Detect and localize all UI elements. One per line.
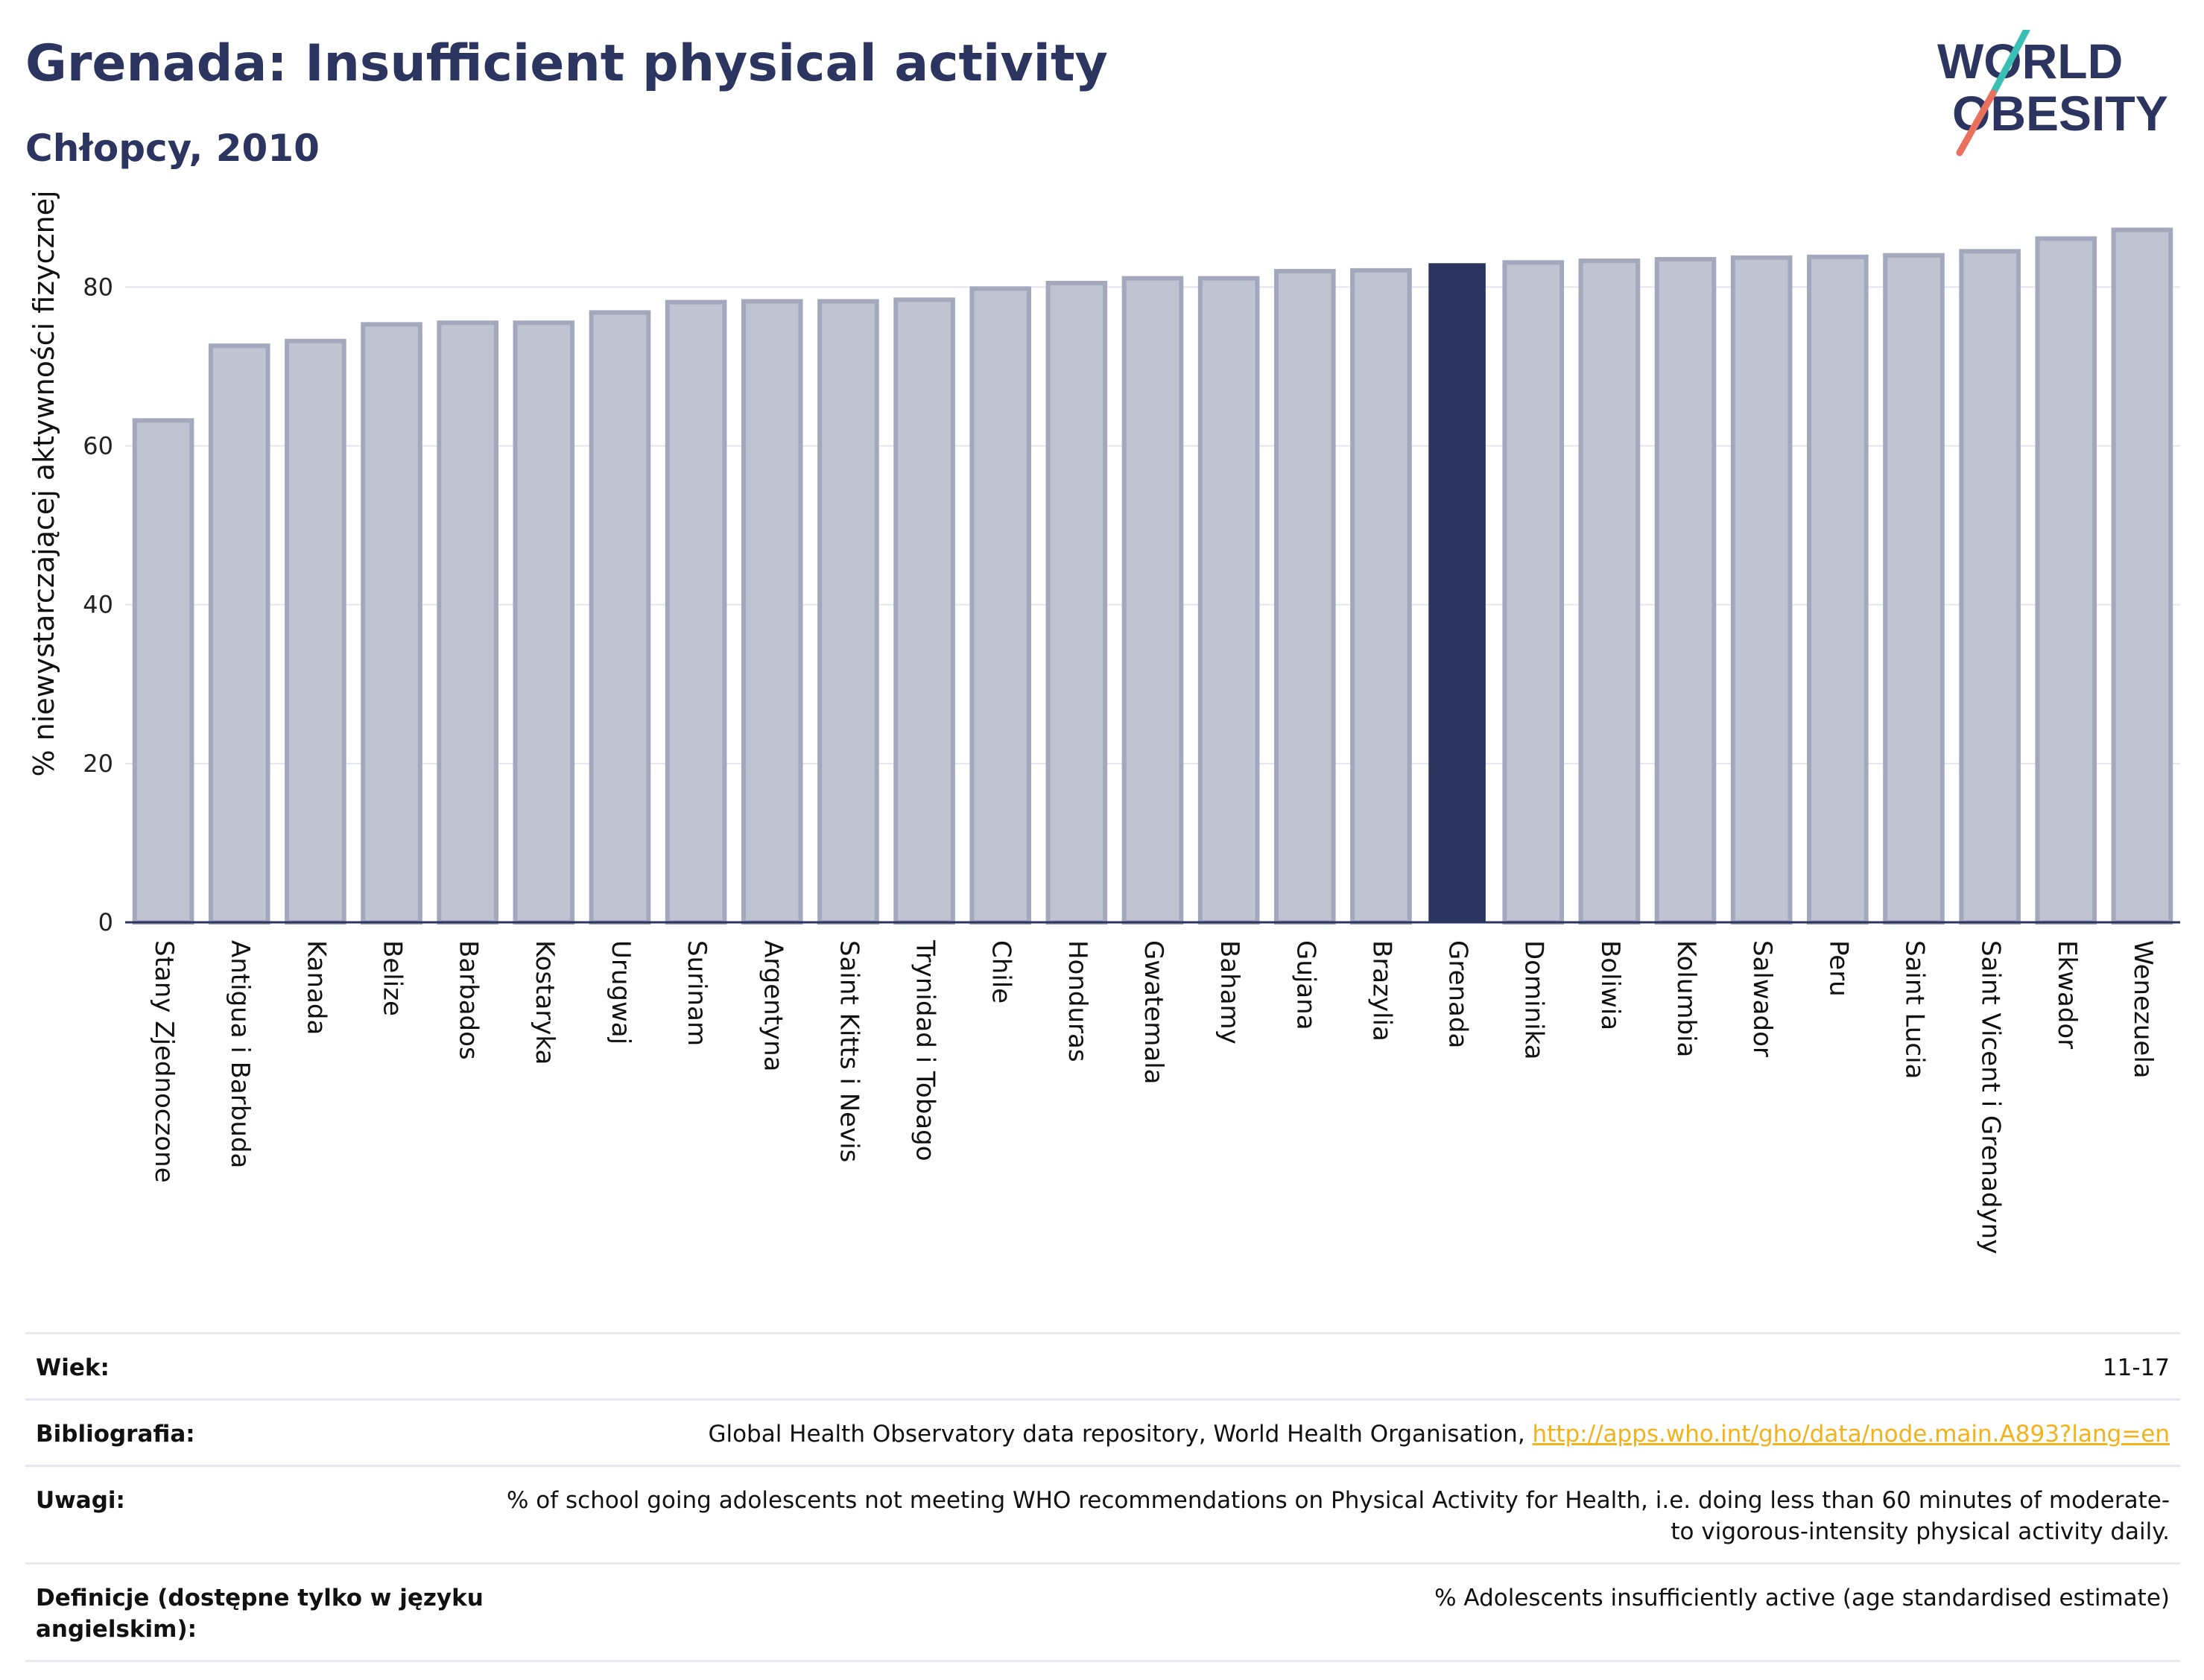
meta-value-text: 11-17: [2102, 1354, 2170, 1381]
meta-value: 11-17: [498, 1352, 2170, 1383]
y-tick-label: 0: [98, 908, 113, 936]
x-category-label: Urugwaj: [606, 940, 636, 1045]
x-category-label: Trynidad i Tobago: [911, 939, 940, 1161]
x-category-label: Barbados: [454, 940, 484, 1060]
x-category-label: Brazylia: [1367, 940, 1396, 1042]
meta-row: Uwagi: % of school going adolescents not …: [25, 1465, 2180, 1562]
bar: [361, 322, 422, 925]
x-category-label: Kolumbia: [1671, 940, 1701, 1057]
bar: [1730, 255, 1793, 925]
bar: [1883, 253, 1945, 925]
x-category-label: Saint Lucia: [1899, 940, 1929, 1079]
x-category-label: Kanada: [301, 940, 331, 1035]
x-category-label: Honduras: [1063, 940, 1092, 1062]
bar: [1197, 276, 1260, 925]
meta-label: Definicje (dostępne tylko w języku angie…: [36, 1585, 484, 1643]
chart-subtitle: Chłopcy, 2010: [25, 127, 320, 170]
x-category-label: Ekwador: [2052, 940, 2082, 1049]
logo-slash-coral: [1956, 89, 1997, 156]
meta-row: Wiek: 11-17: [25, 1332, 2180, 1398]
bar: [2111, 227, 2173, 925]
bar: [513, 320, 575, 925]
x-category-label: Belize: [378, 940, 408, 1016]
bar-chart: 0 20 40 60 80 Stany Zjednoczone Antigua i Barb…: [28, 190, 2180, 1254]
y-tick-label: 60: [83, 431, 113, 460]
y-tick-label: 80: [83, 273, 113, 301]
bar: [285, 338, 346, 925]
x-category-label: Kostaryka: [530, 940, 560, 1065]
bar: [589, 310, 651, 925]
x-category-label: Grenada: [1443, 940, 1473, 1048]
meta-row: Definicje (dostępne tylko w języku angie…: [25, 1562, 2180, 1662]
bar: [208, 343, 270, 925]
meta-label: Bibliografia:: [36, 1421, 195, 1448]
source-link[interactable]: http://apps.who.int/gho/data/node.main.A…: [1532, 1421, 2170, 1448]
bar: [665, 299, 727, 925]
chart-title: Grenada: Insufficient physical activity: [25, 34, 1108, 93]
meta-row: Bibliografia: Global Health Observatory d…: [25, 1398, 2180, 1465]
logo-line1: WORLD: [1937, 34, 2123, 89]
x-category-label: Boliwia: [1595, 940, 1625, 1030]
x-category-label: Surinam: [682, 940, 712, 1046]
y-tick-label: 20: [83, 749, 113, 778]
bar: [132, 418, 194, 925]
meta-label: Wiek:: [36, 1354, 110, 1381]
x-category-label: Saint Kitts i Nevis: [834, 940, 864, 1162]
y-tick-label: 40: [83, 591, 113, 619]
meta-value: % Adolescents insufficiently active (age…: [498, 1582, 2170, 1645]
logo-line2: OBESITY: [1952, 86, 2168, 141]
x-category-label: Peru: [1823, 940, 1853, 997]
x-category-label: Bahamy: [1215, 940, 1244, 1045]
meta-label: Uwagi:: [36, 1487, 125, 1514]
bar: [437, 320, 498, 925]
world-obesity-logo: WORLD OBESITY: [1930, 26, 2198, 164]
logo-slash-teal: [1989, 26, 2030, 97]
meta-value-text: Global Health Observatory data repositor…: [708, 1421, 1525, 1448]
x-category-label: Stany Zjednoczone: [149, 940, 179, 1183]
bar: [1350, 267, 1412, 925]
meta-value-text: % of school going adolescents not meetin…: [506, 1487, 2170, 1545]
x-category-label: Gujana: [1291, 940, 1320, 1030]
x-category-label: Saint Vicent i Grenadyny: [1976, 940, 2006, 1254]
bar: [741, 299, 803, 925]
x-category-label: Salwador: [1747, 940, 1777, 1057]
bar: [1578, 259, 1641, 925]
bar: [1045, 280, 1108, 925]
x-category-label: Chile: [987, 940, 1016, 1004]
y-axis-label: % niewystarczającej aktywności fizycznej: [28, 190, 60, 776]
meta-value: % of school going adolescents not meetin…: [498, 1485, 2170, 1547]
x-category-label: Gwatemala: [1139, 940, 1168, 1084]
bar: [2035, 236, 2097, 925]
bar: [1273, 268, 1336, 925]
metadata-table: Wiek: 11-17 Bibliografia: Global Health Obs…: [25, 1332, 2180, 1662]
x-category-label: Antigua i Barbuda: [225, 940, 255, 1168]
bar: [1121, 276, 1184, 925]
x-category-label: Dominika: [1519, 940, 1549, 1059]
label-layer: 0 20 40 60 80 Stany Zjednoczone Antigua i Barb…: [83, 273, 2158, 1254]
bar: [969, 286, 1032, 925]
meta-value-text: % Adolescents insufficiently active (age…: [1434, 1585, 2170, 1611]
bar: [1807, 254, 1869, 925]
bar: [1959, 249, 2021, 925]
bar: [1654, 256, 1717, 925]
x-category-label: Wenezuela: [2128, 940, 2158, 1079]
x-category-label: Argentyna: [758, 940, 788, 1072]
meta-value: Global Health Observatory data repositor…: [498, 1419, 2170, 1450]
bar-layer: [132, 227, 2173, 925]
bar: [817, 299, 879, 925]
bar-highlight: [1428, 263, 1486, 923]
bar: [893, 297, 955, 925]
bar: [1502, 260, 1565, 925]
